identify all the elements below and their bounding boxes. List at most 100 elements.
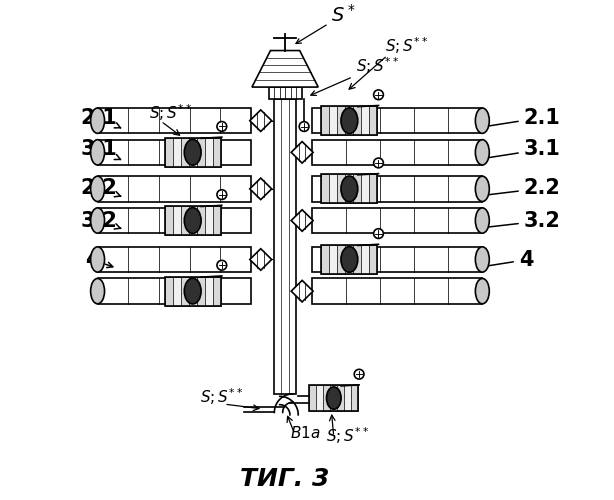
Bar bbox=[316, 386, 324, 410]
Bar bbox=[204, 276, 212, 306]
Bar bbox=[196, 138, 204, 167]
Text: $S;S^{**}$: $S;S^{**}$ bbox=[327, 425, 370, 446]
Bar bbox=[321, 174, 378, 204]
Text: ΤИГ. 3: ΤИГ. 3 bbox=[241, 467, 330, 491]
Bar bbox=[204, 206, 212, 235]
Circle shape bbox=[217, 190, 227, 200]
Polygon shape bbox=[252, 50, 318, 87]
Text: 4: 4 bbox=[477, 250, 534, 270]
Bar bbox=[370, 106, 378, 136]
Polygon shape bbox=[291, 210, 313, 232]
Bar bbox=[188, 206, 196, 235]
Circle shape bbox=[299, 122, 309, 132]
Bar bbox=[321, 106, 378, 136]
Polygon shape bbox=[250, 248, 271, 270]
Bar bbox=[337, 106, 345, 136]
Bar bbox=[188, 138, 196, 167]
Bar bbox=[196, 276, 204, 306]
Text: 3.1: 3.1 bbox=[80, 140, 121, 160]
Bar bbox=[329, 174, 337, 204]
Ellipse shape bbox=[475, 247, 489, 272]
Bar bbox=[354, 174, 362, 204]
Bar bbox=[362, 106, 370, 136]
Text: $S;S^{**}$: $S;S^{**}$ bbox=[200, 386, 243, 406]
Bar bbox=[173, 206, 181, 235]
Text: $S^*$: $S^*$ bbox=[296, 4, 356, 43]
Bar bbox=[321, 106, 329, 136]
Bar bbox=[312, 278, 483, 304]
Ellipse shape bbox=[475, 108, 489, 134]
Circle shape bbox=[374, 158, 383, 168]
Bar bbox=[329, 245, 337, 274]
Bar bbox=[181, 138, 188, 167]
Bar bbox=[345, 245, 354, 274]
Bar bbox=[351, 386, 358, 410]
Text: 2.2: 2.2 bbox=[477, 178, 561, 198]
Bar bbox=[309, 386, 316, 410]
Bar bbox=[98, 278, 251, 304]
Bar bbox=[196, 206, 204, 235]
Ellipse shape bbox=[91, 176, 104, 202]
Circle shape bbox=[217, 122, 227, 132]
Ellipse shape bbox=[91, 108, 104, 134]
Bar bbox=[274, 100, 296, 394]
Bar bbox=[165, 138, 173, 167]
Bar bbox=[212, 276, 220, 306]
Bar bbox=[370, 245, 378, 274]
Ellipse shape bbox=[91, 247, 104, 272]
Circle shape bbox=[374, 90, 383, 100]
Bar bbox=[312, 247, 483, 272]
Text: 3.1: 3.1 bbox=[477, 140, 561, 162]
Ellipse shape bbox=[184, 208, 201, 234]
Bar bbox=[98, 140, 251, 165]
Text: 2.2: 2.2 bbox=[80, 178, 121, 198]
Bar bbox=[312, 176, 483, 202]
Ellipse shape bbox=[475, 208, 489, 233]
Bar bbox=[321, 245, 378, 274]
Text: $S;S^{**}$: $S;S^{**}$ bbox=[385, 35, 428, 56]
Bar bbox=[329, 106, 337, 136]
Text: 3.2: 3.2 bbox=[477, 211, 561, 231]
Bar bbox=[268, 87, 301, 100]
Polygon shape bbox=[291, 280, 313, 302]
Ellipse shape bbox=[475, 278, 489, 304]
Ellipse shape bbox=[327, 387, 341, 409]
Bar bbox=[204, 138, 212, 167]
Bar bbox=[312, 108, 483, 134]
Bar bbox=[212, 138, 220, 167]
Text: $S;S^{**}$: $S;S^{**}$ bbox=[149, 102, 192, 123]
Ellipse shape bbox=[475, 176, 489, 202]
Text: $S;S^{**}$: $S;S^{**}$ bbox=[311, 56, 398, 96]
Polygon shape bbox=[250, 178, 271, 200]
Circle shape bbox=[374, 228, 383, 238]
Bar bbox=[165, 206, 173, 235]
Bar bbox=[98, 208, 251, 233]
Bar bbox=[309, 386, 358, 410]
Ellipse shape bbox=[91, 208, 104, 233]
Text: $B1a$: $B1a$ bbox=[290, 425, 321, 441]
Ellipse shape bbox=[341, 108, 358, 134]
Polygon shape bbox=[250, 110, 271, 132]
Ellipse shape bbox=[341, 246, 358, 272]
Ellipse shape bbox=[475, 140, 489, 165]
Bar bbox=[324, 386, 330, 410]
Ellipse shape bbox=[91, 140, 104, 165]
Ellipse shape bbox=[184, 140, 201, 165]
Bar bbox=[181, 276, 188, 306]
Text: 3.2: 3.2 bbox=[80, 211, 121, 231]
Bar bbox=[165, 206, 220, 235]
Circle shape bbox=[354, 370, 364, 379]
Bar bbox=[337, 386, 344, 410]
Bar bbox=[321, 174, 329, 204]
Bar bbox=[188, 276, 196, 306]
Polygon shape bbox=[291, 142, 313, 163]
Bar bbox=[98, 176, 251, 202]
Bar bbox=[330, 386, 337, 410]
Ellipse shape bbox=[184, 278, 201, 304]
Bar bbox=[370, 174, 378, 204]
Bar bbox=[354, 245, 362, 274]
Bar bbox=[165, 276, 173, 306]
Bar bbox=[312, 208, 483, 233]
Text: 2.1: 2.1 bbox=[477, 108, 561, 130]
Bar bbox=[345, 174, 354, 204]
